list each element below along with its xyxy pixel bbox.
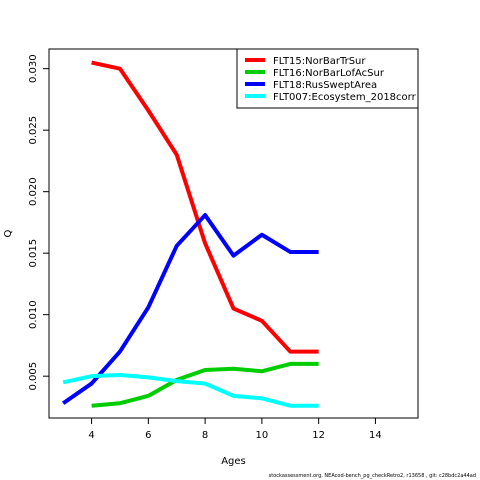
x-tick-label: 10 <box>256 430 269 441</box>
series-line-3 <box>62 372 319 408</box>
y-tick-label: 0.010 <box>28 300 39 329</box>
footer-note: stockassessment.org, NEAcod-bench_pg_che… <box>268 473 476 479</box>
x-axis-title: Ages <box>221 456 246 467</box>
series-line-1 <box>91 361 319 408</box>
legend-label: FLT18:RusSweptArea <box>273 80 377 91</box>
x-tick-label: 14 <box>369 430 382 441</box>
legend-box <box>236 48 419 109</box>
legend-label: FLT007:Ecosystem_2018corr <box>273 92 417 103</box>
x-tick-label: 4 <box>88 430 94 441</box>
legend-label: FLT16:NorBarLofAcSur <box>273 68 385 79</box>
y-tick-label: 0.015 <box>28 239 39 268</box>
x-tick-label: 6 <box>145 430 151 441</box>
series-lines <box>62 60 319 408</box>
legend: FLT15:NorBarTrSurFLT16:NorBarLofAcSurFLT… <box>236 48 419 109</box>
x-tick-label: 12 <box>312 430 325 441</box>
y-tick-label: 0.005 <box>28 362 39 391</box>
y-tick-label: 0.020 <box>28 177 39 206</box>
y-axis: 0.005 0.010 0.015 0.020 0.025 0.030 <box>28 54 49 391</box>
x-tick-label: 8 <box>202 430 208 441</box>
series-line-2 <box>62 213 319 405</box>
y-tick-label: 0.030 <box>28 54 39 83</box>
plot-frame <box>48 48 419 419</box>
y-axis-title: Q <box>3 229 14 237</box>
x-axis: 4 6 8 10 12 14 <box>88 418 382 441</box>
series-line-0 <box>91 60 319 354</box>
y-tick-label: 0.025 <box>28 116 39 145</box>
legend-label: FLT15:NorBarTrSur <box>273 56 366 67</box>
